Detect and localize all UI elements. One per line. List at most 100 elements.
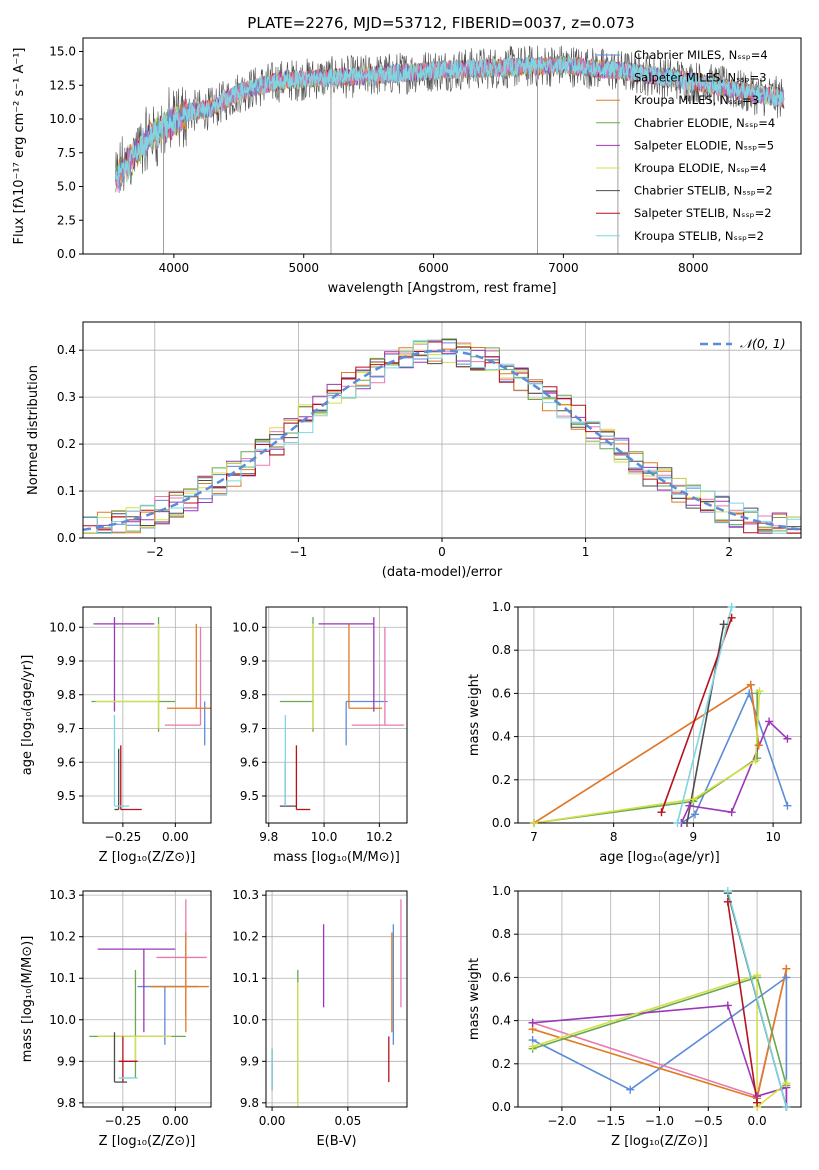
histogram-salpeter-stelib	[83, 341, 801, 534]
y-tick-label: 0.2	[57, 437, 76, 451]
x-tick-label: −0.25	[104, 830, 141, 844]
series-marker	[765, 717, 774, 726]
panel-age-vs-Z: −0.25 0.00 9.5 9.6 9.7 9.8 9.9 10.0 Z [log₁₀(Z/Z…	[20, 606, 212, 865]
x-tick-label: 10.2	[366, 830, 393, 844]
x-axis-label: E(B-V)	[316, 1134, 356, 1149]
plot-area	[114, 45, 785, 254]
y-tick-label: 0.6	[492, 970, 511, 984]
series-marker	[723, 897, 732, 906]
x-tick-label: 10	[765, 830, 780, 844]
legend-label: Kroupa STELIB, Nₛₛₚ=2	[634, 229, 764, 243]
y-tick-label: 10.3	[49, 888, 76, 902]
y-tick-label: 0.4	[492, 730, 511, 744]
panel-mass-vs-ebv: 0.00 0.05 9.8 9.9 10.0 10.1 10.2 10.3 E(B-V)	[232, 888, 408, 1149]
x-tick-label: 10.0	[311, 830, 338, 844]
y-tick-label: 10.0	[232, 1013, 259, 1027]
y-axis-label: mass weight	[467, 674, 482, 756]
axes-frame	[82, 37, 802, 255]
x-tick-label: 6000	[418, 261, 449, 275]
x-axis-label: wavelength [Angstrom, rest frame]	[328, 281, 557, 296]
panel-age-vs-mass: 9.8 10.0 10.2 9.5 9.6 9.7 9.8 9.9 10.0 mass [log₁…	[232, 606, 408, 865]
series-marker	[727, 613, 736, 622]
x-tick-label: −2.0	[547, 1114, 576, 1128]
y-tick-label: 9.8	[57, 1096, 76, 1110]
series-marker	[782, 1079, 791, 1088]
y-tick-label: 12.5	[49, 78, 76, 92]
spectrum-line-kroupa-stelib	[114, 55, 785, 189]
x-tick-label: −0.5	[694, 1114, 723, 1128]
y-axis-label: mass weight	[467, 958, 482, 1040]
y-axis-label: Flux [fλ10⁻¹⁷ erg cm⁻² s⁻¹ A⁻¹]	[12, 48, 27, 245]
panel-spectrum: 4000 5000 6000 7000 8000 0.0 2.5 5.0 7.5 10.0 12.5…	[12, 37, 802, 296]
x-tick-label: 0	[438, 545, 446, 559]
y-tick-label: 1.0	[492, 884, 511, 898]
legend-label: 𝒩(0, 1)	[740, 336, 786, 351]
y-tick-label: 9.9	[57, 654, 76, 668]
x-axis-label: (data-model)/error	[382, 565, 503, 580]
x-tick-label: 0.05	[335, 1114, 362, 1128]
series-marker	[783, 801, 792, 810]
series-marker	[723, 887, 732, 895]
legend-label: Chabrier ELODIE, Nₛₛₚ=4	[634, 116, 775, 130]
series-marker	[690, 810, 699, 819]
legend-label: Kroupa ELODIE, Nₛₛₚ=4	[634, 161, 767, 175]
y-tick-label: 10.0	[49, 112, 76, 126]
panel-weight-vs-Z: −2.0 −1.5 −1.0 −0.5 0.0 0.0 0.2 0.4 0.6 0.8 1.0 Z […	[467, 884, 802, 1149]
legend-label: Salpeter ELODIE, Nₛₛₚ=5	[634, 138, 774, 152]
y-tick-label: 9.6	[57, 755, 76, 769]
y-tick-label: 10.0	[49, 1013, 76, 1027]
series-line-kroupa-elodie	[532, 974, 787, 1107]
y-tick-label: 9.9	[57, 1054, 76, 1068]
x-tick-label: 8	[610, 830, 618, 844]
plot-area	[533, 607, 789, 823]
series-marker	[528, 1018, 537, 1027]
series-marker	[685, 801, 694, 810]
series-marker	[782, 1103, 791, 1111]
y-tick-label: 9.5	[240, 789, 259, 803]
series-line-salpeter-stelib	[727, 901, 758, 1103]
x-tick-label: 9.8	[259, 830, 278, 844]
legend-label: Chabrier MILES, Nₛₛₚ=4	[634, 48, 768, 62]
y-tick-label: 0.0	[492, 1100, 511, 1114]
x-axis-label: age [log₁₀(age/yr)]	[599, 850, 720, 865]
x-tick-label: 9	[690, 830, 698, 844]
y-tick-label: 10.3	[232, 888, 259, 902]
series-marker	[755, 687, 764, 696]
x-tick-label: 0.0	[748, 1114, 767, 1128]
series-line-kroupa-stelib	[727, 891, 788, 1107]
plot-area	[271, 899, 402, 1107]
x-tick-label: 2	[725, 545, 733, 559]
x-axis-label: Z [log₁₀(Z/Z⊙)]	[611, 1134, 708, 1149]
y-tick-label: 0.2	[492, 773, 511, 787]
x-tick-label: 5000	[288, 261, 319, 275]
panel-weight-vs-age: 7 8 9 10 0.0 0.2 0.4 0.6 0.8 1.0 age [log₁₀(age/yr…	[467, 600, 802, 865]
x-tick-label: 0.00	[259, 1114, 286, 1128]
axes-frame	[265, 890, 408, 1108]
legend-label: Chabrier STELIB, Nₛₛₚ=2	[634, 184, 773, 198]
axes-frame	[82, 890, 212, 1108]
plot-area	[91, 617, 211, 811]
y-tick-label: 0.0	[492, 816, 511, 830]
figure-title: PLATE=2276, MJD=53712, FIBERID=0037, z=0…	[247, 14, 634, 32]
y-tick-label: 9.7	[57, 722, 76, 736]
series-line-chabrier-miles	[532, 975, 788, 1107]
y-tick-label: 10.1	[232, 971, 259, 985]
x-tick-label: 1	[582, 545, 590, 559]
x-tick-label: 0.00	[162, 830, 189, 844]
axes-frame	[265, 606, 408, 824]
y-tick-label: 9.8	[57, 688, 76, 702]
series-marker	[782, 964, 791, 973]
y-tick-label: 7.5	[57, 146, 76, 160]
y-tick-label: 0.6	[492, 686, 511, 700]
x-tick-label: −1.5	[596, 1114, 625, 1128]
y-tick-label: 0.0	[57, 531, 76, 545]
series-marker	[673, 819, 682, 827]
series-marker	[754, 741, 763, 750]
y-tick-label: 10.0	[49, 620, 76, 634]
x-axis-label: Z [log₁₀(Z/Z⊙)]	[99, 850, 196, 865]
series-marker	[683, 819, 692, 827]
series-marker	[753, 971, 762, 980]
series-marker	[723, 1001, 732, 1010]
panel-mass-vs-Z: −0.25 0.00 9.8 9.9 10.0 10.1 10.2 10.3 Z [log₁₀(…	[20, 888, 212, 1149]
